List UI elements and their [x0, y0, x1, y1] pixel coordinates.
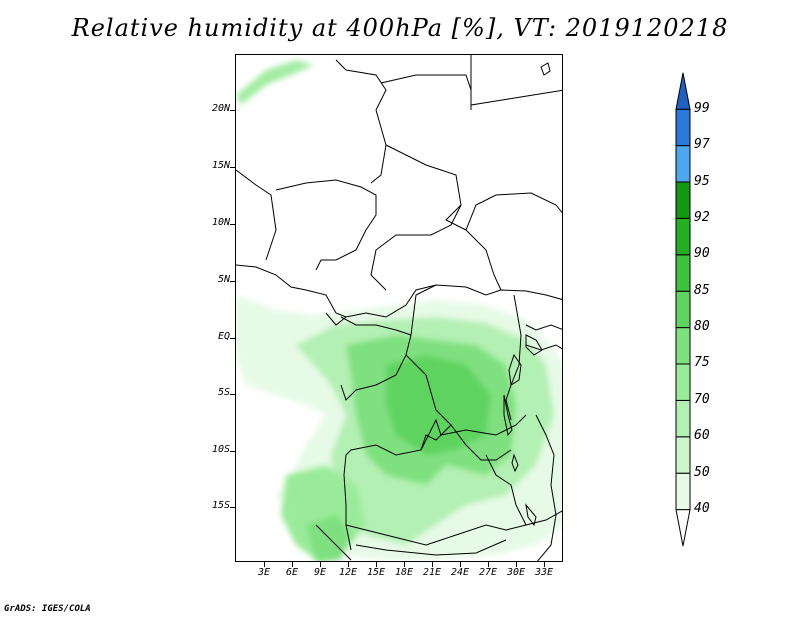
colorbar-swatch [675, 436, 691, 474]
lon-label-12e: 12E [338, 567, 358, 578]
colorbar-label-95: 95 [694, 174, 710, 189]
humidity-field [236, 60, 562, 561]
lat-label-20n: 20N [211, 103, 230, 114]
lat-label-10s: 10S [211, 444, 230, 455]
colorbar-swatch [675, 363, 691, 401]
lat-label-10n: 10N [211, 217, 230, 228]
chart-title: Relative humidity at 400hPa [%], VT: 201… [71, 14, 729, 42]
lon-label-9e: 9E [313, 567, 327, 578]
lon-label-24e: 24E [450, 567, 470, 578]
colorbar-swatch [675, 217, 691, 256]
lon-tick [404, 562, 405, 567]
map-panel [235, 54, 563, 562]
lon-label-33e: 33E [534, 567, 554, 578]
colorbar-swatch [675, 290, 691, 329]
lon-label-27e: 27E [478, 567, 498, 578]
lon-label-30e: 30E [506, 567, 526, 578]
colorbar-swatch [675, 509, 691, 547]
humidity-map [236, 55, 562, 561]
colorbar-label-92: 92 [694, 210, 710, 225]
colorbar-label-75: 75 [694, 355, 710, 370]
lon-label-15e: 15E [366, 567, 386, 578]
colorbar-label-80: 80 [694, 319, 710, 334]
lat-tick [230, 451, 235, 452]
grads-credit: GrADS: IGES/COLA [4, 604, 91, 614]
colorbar-swatch [675, 327, 691, 365]
lat-tick [230, 507, 235, 508]
lon-tick [292, 562, 293, 567]
lon-tick [432, 562, 433, 567]
lat-label-5n: 5N [217, 274, 230, 285]
lon-tick [376, 562, 377, 567]
colorbar-swatch [675, 72, 691, 110]
lon-tick [460, 562, 461, 567]
colorbar-swatch [675, 254, 691, 292]
lon-tick [544, 562, 545, 567]
colorbar-swatch [675, 108, 691, 147]
colorbar-label-97: 97 [694, 137, 710, 152]
colorbar-label-50: 50 [694, 465, 710, 480]
lat-label-eq: EQ [217, 331, 230, 342]
country-borders [236, 55, 562, 561]
colorbar-label-40: 40 [694, 501, 710, 516]
lon-tick [264, 562, 265, 567]
lon-label-3e: 3E [257, 567, 271, 578]
lon-tick [516, 562, 517, 567]
lat-label-5s: 5S [217, 387, 230, 398]
lat-label-15s: 15S [211, 500, 230, 511]
colorbar-label-99: 99 [694, 101, 710, 116]
lakes [503, 62, 551, 527]
lon-label-18e: 18E [394, 567, 414, 578]
humidity-region-north-west [236, 60, 314, 105]
lat-tick [230, 110, 235, 111]
lon-label-21e: 21E [422, 567, 442, 578]
lat-tick [230, 224, 235, 225]
colorbar [675, 72, 691, 547]
lat-tick [230, 167, 235, 168]
lat-tick [230, 394, 235, 395]
lon-tick [348, 562, 349, 567]
lat-label-15n: 15N [211, 160, 230, 171]
lat-tick [230, 281, 235, 282]
colorbar-label-90: 90 [694, 246, 710, 261]
lon-label-6e: 6E [285, 567, 299, 578]
colorbar-swatch [675, 399, 691, 438]
colorbar-swatch [675, 145, 691, 183]
colorbar-label-60: 60 [694, 428, 710, 443]
lon-tick [488, 562, 489, 567]
colorbar-label-70: 70 [694, 392, 710, 407]
lat-tick [230, 338, 235, 339]
colorbar-label-85: 85 [694, 283, 710, 298]
colorbar-swatch [675, 472, 691, 511]
colorbar-swatch [675, 181, 691, 219]
lon-tick [320, 562, 321, 567]
